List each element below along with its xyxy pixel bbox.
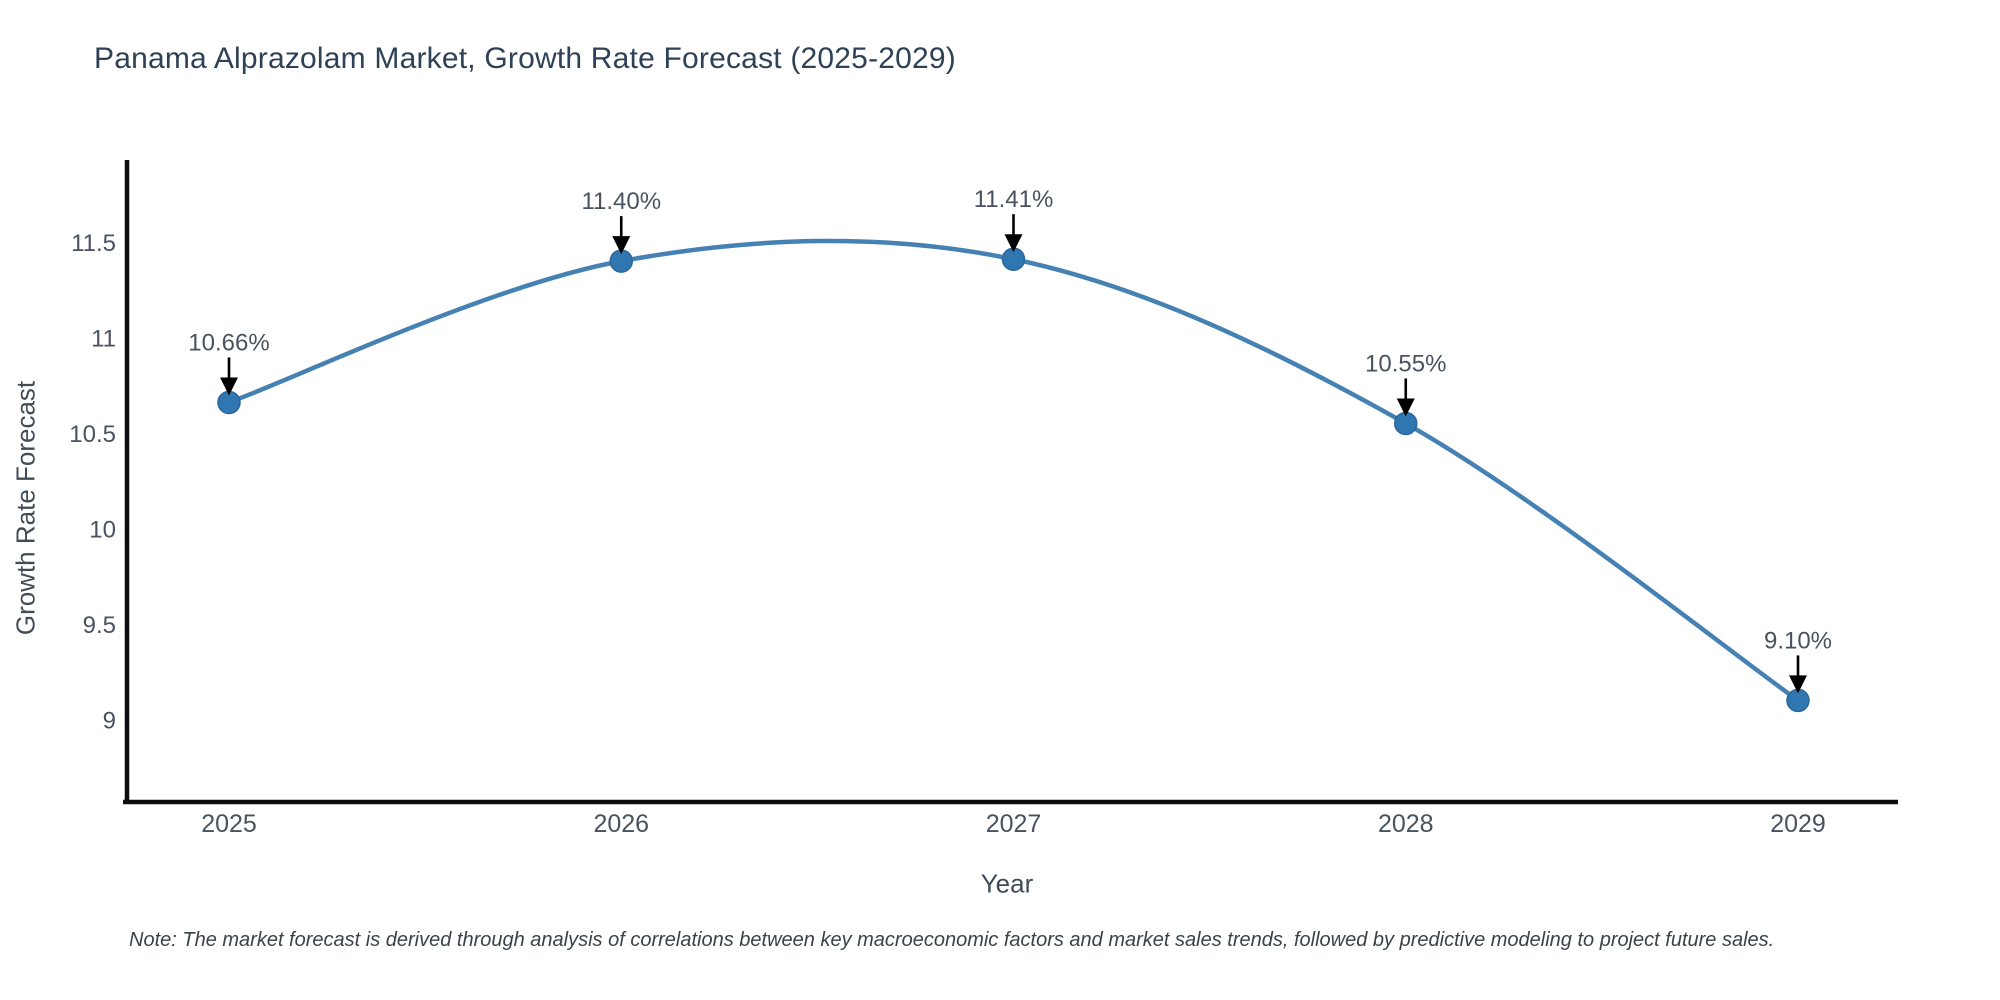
y-tick-label: 9 bbox=[103, 708, 116, 735]
annotation-arrow-head bbox=[1396, 398, 1415, 417]
x-tick-label: 2026 bbox=[593, 810, 649, 838]
y-tick-label: 10 bbox=[89, 517, 116, 544]
y-tick-label: 11 bbox=[91, 326, 116, 353]
annotation-arrow-head bbox=[1789, 675, 1807, 694]
data-point-value-label: 9.10% bbox=[1764, 627, 1832, 654]
data-point-value-label: 11.40% bbox=[581, 188, 661, 215]
y-tick-label: 10.5 bbox=[69, 421, 116, 448]
data-point-value-label: 10.66% bbox=[188, 329, 269, 356]
x-tick-label: 2029 bbox=[1770, 810, 1826, 838]
x-tick-label: 2028 bbox=[1378, 810, 1434, 838]
annotation-arrow-head bbox=[612, 236, 631, 255]
data-point-value-label: 11.41% bbox=[974, 186, 1054, 213]
x-tick-label: 2027 bbox=[986, 810, 1042, 838]
data-point-value-label: 10.55% bbox=[1365, 350, 1446, 377]
x-tick-label: 2025 bbox=[201, 810, 257, 838]
y-tick-label: 11.5 bbox=[71, 230, 116, 257]
x-axis-title: Year bbox=[980, 868, 1034, 899]
y-tick-label: 9.5 bbox=[83, 612, 116, 639]
forecast-line bbox=[226, 238, 1801, 703]
annotation-arrow-head bbox=[1004, 234, 1023, 253]
chart-footnote: Note: The market forecast is derived thr… bbox=[129, 929, 1775, 951]
chart-title: Panama Alprazolam Market, Growth Rate Fo… bbox=[94, 42, 956, 75]
annotation-arrow-head bbox=[220, 377, 238, 396]
